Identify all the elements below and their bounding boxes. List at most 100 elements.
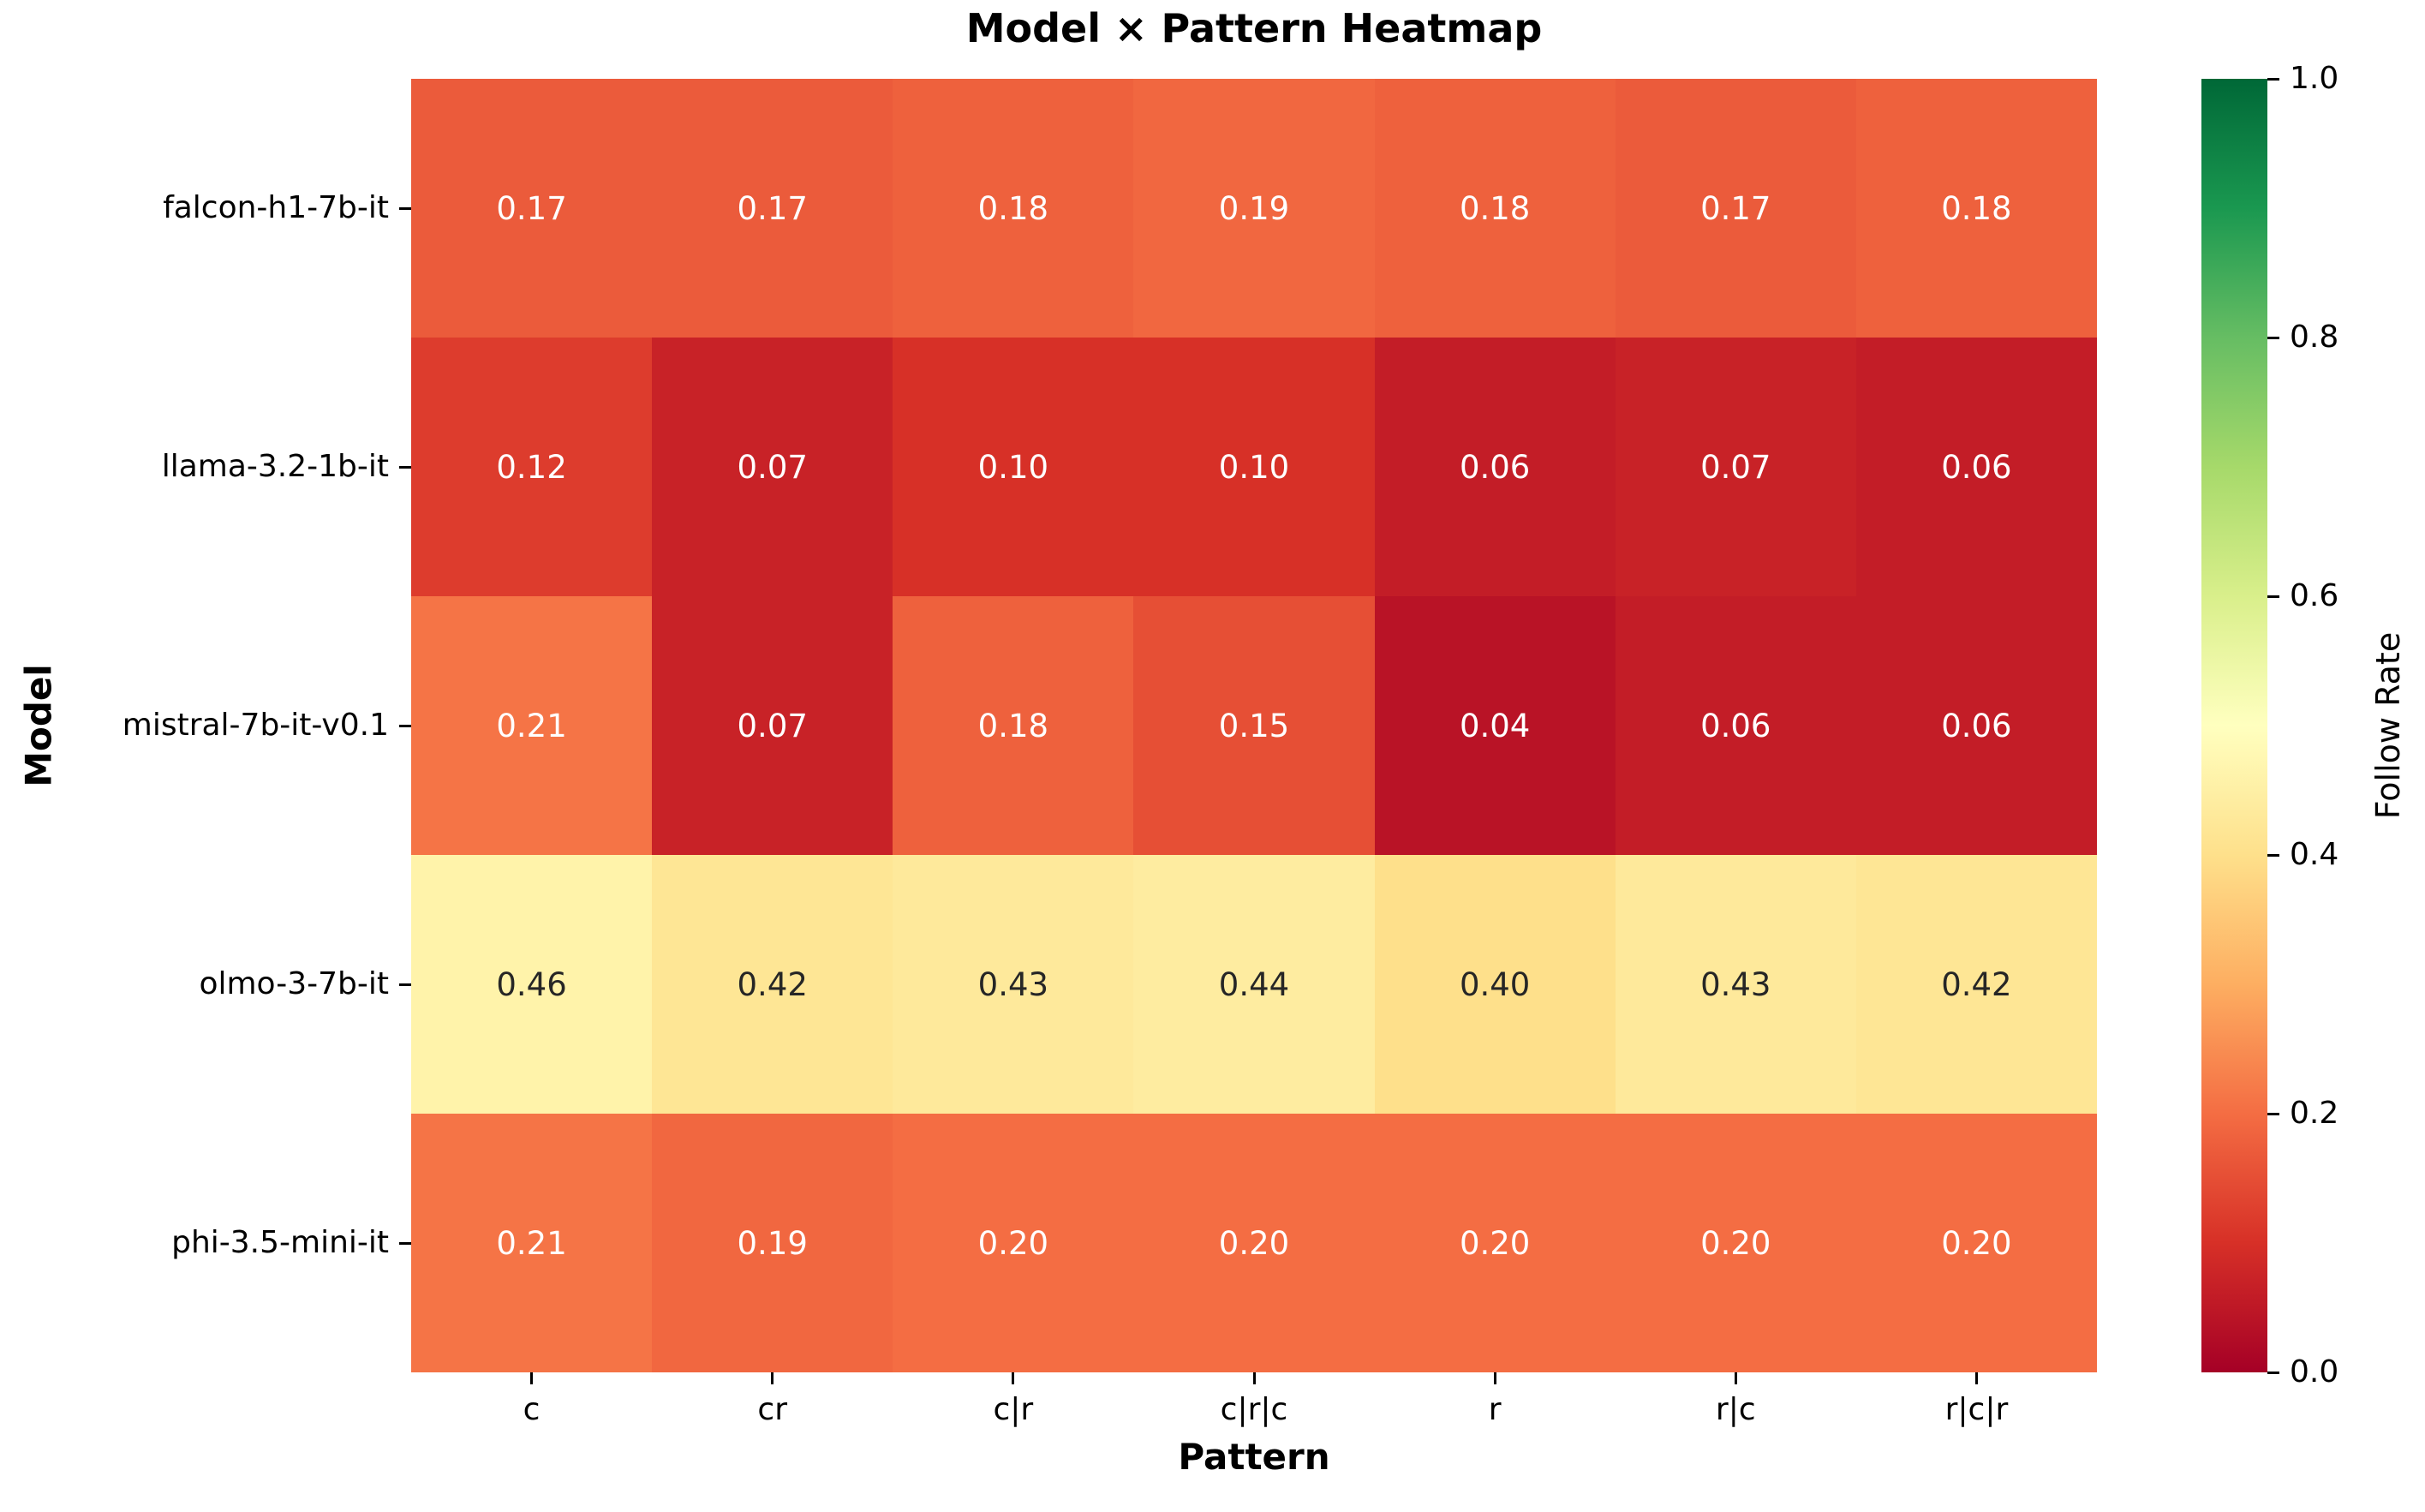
colorbar-tick-label: 0.8 bbox=[2290, 320, 2339, 355]
heatmap-grid: 0.17 0.17 0.18 0.19 0.18 0.17 0.18 0.12 0.07 0.10… bbox=[411, 79, 2097, 1372]
x-tick-label: c|r|c bbox=[1220, 1392, 1288, 1427]
heatmap-cell: 0.06 bbox=[1855, 338, 2097, 596]
heatmap-cell-value: 0.12 bbox=[496, 448, 567, 486]
x-tick-label: c|r bbox=[993, 1392, 1034, 1427]
heatmap-cell-value: 0.18 bbox=[1459, 189, 1531, 227]
heatmap-cell: 0.20 bbox=[1374, 1114, 1616, 1372]
heatmap-cell-value: 0.20 bbox=[1459, 1224, 1531, 1262]
heatmap-cell: 0.43 bbox=[893, 855, 1134, 1114]
heatmap-cell: 0.15 bbox=[1133, 596, 1375, 855]
heatmap-cell-value: 0.07 bbox=[1700, 448, 1771, 486]
heatmap-cell-value: 0.43 bbox=[977, 965, 1049, 1003]
x-axis-label: Pattern bbox=[1178, 1436, 1330, 1478]
tick-mark bbox=[399, 1241, 411, 1245]
heatmap-cell: 0.18 bbox=[1855, 79, 2097, 338]
heatmap-cell: 0.20 bbox=[893, 1114, 1134, 1372]
tick-mark bbox=[1493, 1372, 1496, 1384]
colorbar-gradient bbox=[2201, 79, 2267, 1372]
heatmap-cell-value: 0.42 bbox=[1941, 965, 2012, 1003]
heatmap-cell-value: 0.19 bbox=[737, 1224, 808, 1262]
heatmap-cell-value: 0.06 bbox=[1941, 448, 2012, 486]
heatmap-cell-value: 0.04 bbox=[1459, 707, 1531, 744]
tick-mark bbox=[2267, 853, 2279, 857]
heatmap-cell: 0.06 bbox=[1615, 596, 1856, 855]
x-tick-label: r|c bbox=[1715, 1392, 1756, 1427]
tick-mark bbox=[1974, 1372, 1978, 1384]
heatmap-cell-value: 0.20 bbox=[1218, 1224, 1290, 1262]
heatmap-cell-value: 0.10 bbox=[1218, 448, 1290, 486]
heatmap-cell: 0.17 bbox=[411, 79, 653, 338]
heatmap-cell: 0.04 bbox=[1374, 596, 1616, 855]
heatmap-cell: 0.06 bbox=[1855, 596, 2097, 855]
heatmap-cell-value: 0.20 bbox=[1700, 1224, 1771, 1262]
colorbar-axis-label: Follow Rate bbox=[2369, 631, 2407, 820]
heatmap-cell-value: 0.17 bbox=[1700, 189, 1771, 227]
heatmap-cell-value: 0.06 bbox=[1700, 707, 1771, 744]
x-tick-label: r bbox=[1488, 1392, 1502, 1427]
heatmap-cell: 0.42 bbox=[1855, 855, 2097, 1114]
x-tick-label: cr bbox=[757, 1392, 787, 1427]
heatmap-cell: 0.20 bbox=[1855, 1114, 2097, 1372]
heatmap-cell-value: 0.10 bbox=[977, 448, 1049, 486]
colorbar-tick-label: 0.2 bbox=[2290, 1096, 2339, 1131]
tick-mark bbox=[399, 983, 411, 986]
heatmap-cell: 0.20 bbox=[1615, 1114, 1856, 1372]
heatmap-cell: 0.18 bbox=[893, 596, 1134, 855]
heatmap-cell: 0.10 bbox=[893, 338, 1134, 596]
heatmap-cell: 0.44 bbox=[1133, 855, 1375, 1114]
y-tick-label: mistral-7b-it-v0.1 bbox=[122, 708, 389, 743]
heatmap-cell: 0.18 bbox=[1374, 79, 1616, 338]
heatmap-cell-value: 0.06 bbox=[1941, 707, 2012, 744]
heatmap-cell-value: 0.07 bbox=[737, 707, 808, 744]
tick-mark bbox=[399, 724, 411, 727]
tick-mark bbox=[530, 1372, 534, 1384]
tick-mark bbox=[2267, 1371, 2279, 1374]
heatmap-cell: 0.21 bbox=[411, 596, 653, 855]
heatmap-cell-value: 0.18 bbox=[977, 189, 1049, 227]
tick-mark bbox=[2267, 336, 2279, 339]
tick-mark bbox=[1252, 1372, 1256, 1384]
colorbar-tick-label: 0.4 bbox=[2290, 837, 2339, 872]
heatmap-cell-value: 0.17 bbox=[496, 189, 567, 227]
heatmap-cell: 0.43 bbox=[1615, 855, 1856, 1114]
tick-mark bbox=[2267, 595, 2279, 598]
heatmap-cell: 0.12 bbox=[411, 338, 653, 596]
colorbar-tick-label: 1.0 bbox=[2290, 61, 2339, 96]
y-tick-label: falcon-h1-7b-it bbox=[163, 190, 389, 225]
heatmap-cell: 0.19 bbox=[1133, 79, 1375, 338]
heatmap-cell: 0.07 bbox=[1615, 338, 1856, 596]
tick-mark bbox=[1734, 1372, 1737, 1384]
heatmap-cell-value: 0.17 bbox=[737, 189, 808, 227]
heatmap-cell-value: 0.46 bbox=[496, 965, 567, 1003]
heatmap-cell: 0.42 bbox=[652, 855, 893, 1114]
tick-mark bbox=[399, 465, 411, 469]
colorbar-tick-label: 0.6 bbox=[2290, 578, 2339, 613]
heatmap-cell-value: 0.20 bbox=[1941, 1224, 2012, 1262]
tick-mark bbox=[1012, 1372, 1015, 1384]
x-tick-label: r|c|r bbox=[1944, 1392, 2009, 1427]
heatmap-cell: 0.46 bbox=[411, 855, 653, 1114]
heatmap-cell-value: 0.42 bbox=[737, 965, 808, 1003]
chart-title: Model × Pattern Heatmap bbox=[965, 5, 1543, 51]
tick-mark bbox=[399, 206, 411, 210]
heatmap-cell-value: 0.18 bbox=[977, 707, 1049, 744]
heatmap-cell: 0.07 bbox=[652, 596, 893, 855]
x-tick-label: c bbox=[523, 1392, 541, 1427]
heatmap-cell-value: 0.07 bbox=[737, 448, 808, 486]
heatmap-cell: 0.10 bbox=[1133, 338, 1375, 596]
heatmap-cell: 0.18 bbox=[893, 79, 1134, 338]
tick-mark bbox=[771, 1372, 774, 1384]
heatmap-cell: 0.20 bbox=[1133, 1114, 1375, 1372]
y-axis-label: Model bbox=[17, 664, 60, 787]
heatmap-cell: 0.40 bbox=[1374, 855, 1616, 1114]
colorbar-tick-label: 0.0 bbox=[2290, 1354, 2339, 1389]
heatmap-cell-value: 0.20 bbox=[977, 1224, 1049, 1262]
tick-mark bbox=[2267, 1112, 2279, 1115]
heatmap-cell-value: 0.18 bbox=[1941, 189, 2012, 227]
heatmap-cell-value: 0.21 bbox=[496, 1224, 567, 1262]
tick-mark bbox=[2267, 77, 2279, 81]
heatmap-cell: 0.06 bbox=[1374, 338, 1616, 596]
y-tick-label: phi-3.5-mini-it bbox=[171, 1225, 389, 1260]
heatmap-cell: 0.21 bbox=[411, 1114, 653, 1372]
